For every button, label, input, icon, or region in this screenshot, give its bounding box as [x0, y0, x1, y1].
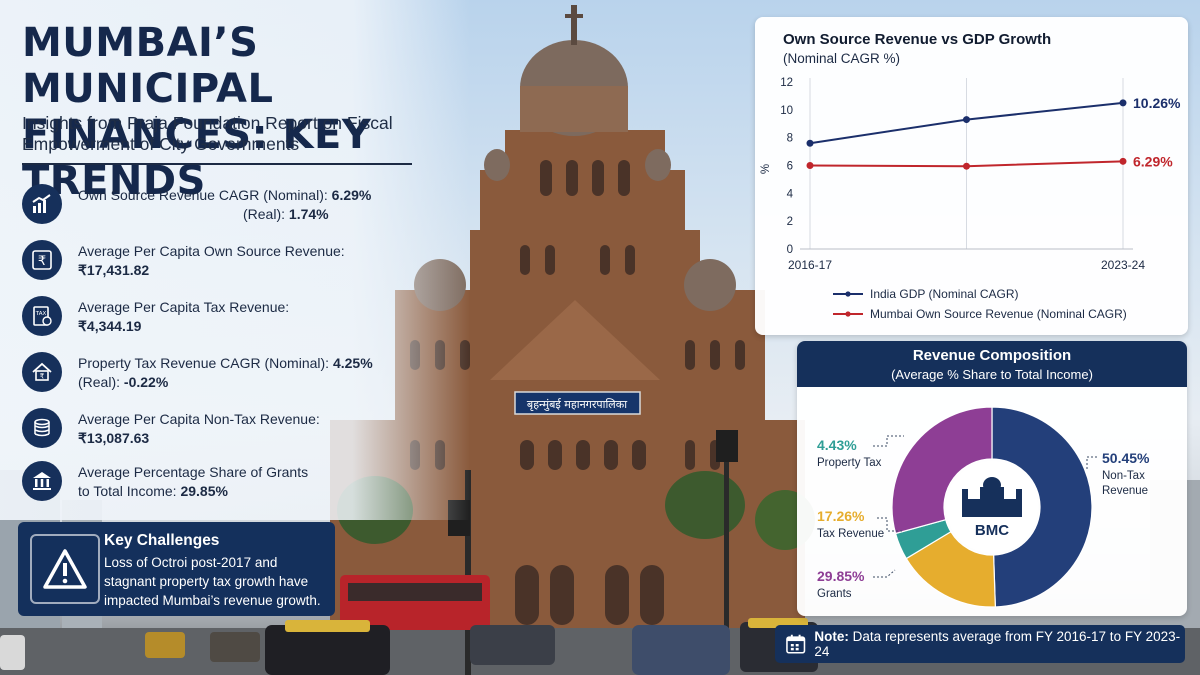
line-chart-title: Own Source Revenue vs GDP Growth	[783, 31, 1052, 48]
end-value-label: 6.29%	[1133, 153, 1173, 169]
tax-document-icon: TAX	[22, 296, 62, 336]
data-point	[963, 116, 970, 124]
slice-category-label: Revenue	[1102, 485, 1148, 497]
page-title: MUMBAI’S MUNICIPAL FINANCES: KEY TRENDS	[22, 20, 372, 204]
bmc-emblem-icon	[962, 477, 1022, 517]
house-icon: ₹	[22, 352, 62, 392]
slice-value-label: 29.85%	[817, 568, 865, 584]
y-tick-label: 6	[787, 161, 793, 173]
text-backdrop	[0, 0, 470, 520]
stat-own-source-cagr: Own Source Revenue CAGR (Nominal): 6.29%…	[22, 182, 422, 228]
rupee-icon: ₹	[22, 240, 62, 280]
stat-text: Average Per Capita Non-Tax Revenue: ₹13,0…	[78, 411, 320, 446]
pie-chart-header: Revenue Composition (Average % Share to …	[797, 341, 1187, 387]
pie-chart-title: Revenue Composition	[912, 347, 1072, 364]
data-point	[963, 162, 970, 170]
slice-category-label: Tax Revenue	[817, 528, 884, 540]
data-point	[806, 162, 814, 169]
key-challenges-text: Loss of Octroi post-2017 and stagnant pr…	[104, 555, 321, 608]
pie-chart-card: Revenue Composition (Average % Share to …	[797, 341, 1187, 616]
x-tick-label: 2016-17	[788, 258, 832, 272]
donut-center-label: BMC	[975, 522, 1009, 539]
donut-chart: BMC 50.45% Non-Tax Revenue 17.26% Tax Revenue…	[817, 406, 1150, 608]
key-challenges-title: Key Challenges	[104, 532, 220, 549]
y-axis-label: %	[760, 164, 772, 174]
title-divider	[22, 163, 412, 165]
legend-label: Mumbai Own Source Revenue (Nominal CAGR)	[870, 307, 1127, 321]
pie-chart-subtitle: (Average % Share to Total Income)	[891, 367, 1093, 382]
legend-marker	[845, 291, 851, 297]
donut-slice-0	[991, 406, 1093, 608]
stat-text: Average Per Capita Tax Revenue: ₹4,344.19	[78, 299, 290, 334]
stat-per-capita-own-source: ₹ Average Per Capita Own Source Revenue:…	[22, 238, 422, 284]
slice-category-label: Non-Tax	[1102, 470, 1145, 482]
y-tick-label: 10	[780, 105, 793, 117]
bank-icon	[22, 461, 62, 501]
building-sign: बृहन्मुंबई महानगरपालिका	[527, 398, 627, 411]
legend-label: India GDP (Nominal CAGR)	[870, 287, 1019, 301]
y-tick-label: 12	[780, 77, 793, 89]
x-tick-label: 2023-24	[1101, 258, 1145, 272]
y-tick-label: 8	[787, 133, 793, 145]
stat-text: Average Per Capita Own Source Revenue: ₹1…	[78, 243, 345, 278]
stat-per-capita-non-tax: Average Per Capita Non-Tax Revenue: ₹13,0…	[22, 406, 422, 452]
end-value-label: 10.26%	[1133, 95, 1181, 111]
slice-category-label: Grants	[817, 588, 852, 600]
svg-text:₹: ₹	[40, 373, 45, 381]
slice-value-label: 4.43%	[817, 437, 857, 453]
warning-icon	[30, 534, 100, 604]
page-subtitle: Insights from Praja Foundation Report on…	[22, 113, 393, 154]
chart-growth-icon	[22, 184, 62, 224]
coins-icon	[22, 408, 62, 448]
data-point	[1119, 157, 1127, 165]
callout-leader-line	[873, 569, 896, 578]
legend-marker	[845, 311, 851, 317]
stat-grants-share: Average Percentage Share of Grants to To…	[22, 459, 422, 505]
line-chart-card: Own Source Revenue vs GDP Growth (Nomina…	[755, 17, 1188, 335]
y-tick-label: 0	[787, 244, 793, 256]
stat-per-capita-tax: TAX Average Per Capita Tax Revenue: ₹4,34…	[22, 294, 422, 340]
stat-text: Property Tax Revenue CAGR (Nominal): 4.2…	[78, 355, 373, 390]
data-point	[806, 139, 814, 147]
callout-leader-line	[877, 517, 902, 532]
slice-value-label: 17.26%	[817, 508, 865, 524]
y-tick-label: 4	[787, 188, 794, 200]
line-chart-subtitle: (Nominal CAGR %)	[783, 51, 901, 66]
calendar-icon	[786, 634, 806, 654]
slice-value-label: 50.45%	[1102, 450, 1150, 466]
stat-property-tax-cagr: ₹ Property Tax Revenue CAGR (Nominal): 4…	[22, 350, 422, 396]
data-point	[1119, 99, 1127, 107]
slice-category-label: Property Tax	[817, 457, 882, 469]
y-tick-label: 2	[787, 216, 793, 228]
svg-text:₹: ₹	[38, 254, 46, 269]
stat-text: Average Percentage Share of Grants to To…	[78, 464, 309, 499]
donut-slice-3	[891, 406, 993, 535]
footnote-bar: Note: Data represents average from FY 20…	[775, 625, 1185, 663]
svg-text:TAX: TAX	[35, 311, 47, 317]
footnote-text: Note: Data represents average from FY 20…	[814, 629, 1181, 659]
line-chart: 0 2 4 6 8 10 12% 2016-17 2023-24 10.26% India GDP …	[760, 77, 1181, 321]
key-challenges-box: Key Challenges Loss of Octroi post-2017 …	[18, 522, 335, 616]
callout-leader-line	[873, 435, 904, 447]
callout-leader-line	[1086, 456, 1097, 469]
stat-text: Own Source Revenue CAGR (Nominal): 6.29%…	[78, 187, 372, 222]
